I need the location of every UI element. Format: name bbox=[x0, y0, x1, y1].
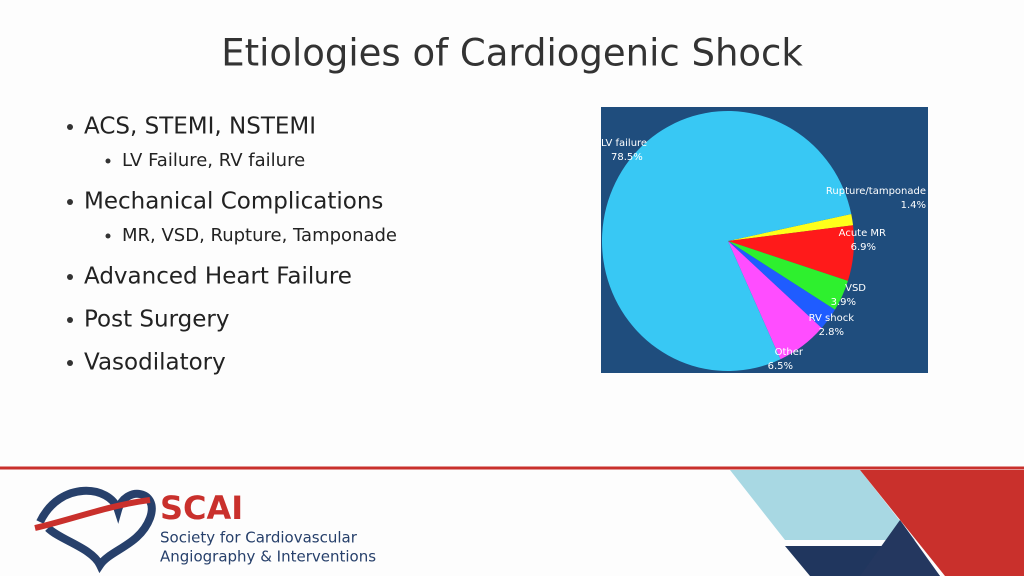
logo-name: SCAI bbox=[160, 489, 243, 527]
sub-bullet-dot bbox=[105, 158, 111, 164]
slice-value-label: 78.5% bbox=[611, 152, 643, 163]
bullet-list: ACS, STEMI, NSTEMI LV Failure, RV failure… bbox=[67, 114, 397, 376]
pie-slice bbox=[602, 110, 852, 371]
bullet-text: Advanced Heart Failure bbox=[84, 264, 352, 290]
bullet-text: ACS, STEMI, NSTEMI bbox=[84, 114, 316, 140]
slice-value-label: 6.5% bbox=[768, 361, 793, 372]
pie-slice bbox=[728, 213, 854, 241]
pie-chart: LV failure 78.5% Rupture/tamponade 1.4% Acut… bbox=[601, 110, 926, 372]
bullet-text: Mechanical Complications bbox=[84, 189, 383, 215]
pie-slice bbox=[728, 225, 855, 281]
bullet-text: Post Surgery bbox=[84, 307, 229, 333]
slice-value-label: 3.9% bbox=[831, 297, 856, 308]
bullet-text: Vasodilatory bbox=[84, 350, 226, 376]
footer-shape bbox=[860, 520, 940, 576]
bullet-dot bbox=[67, 199, 73, 205]
slice-label: VSD bbox=[845, 283, 866, 294]
slice-label: LV failure bbox=[601, 138, 647, 149]
footer-shape bbox=[730, 470, 915, 540]
logo-text: Society for Cardiovascular bbox=[160, 529, 358, 547]
logo-mark bbox=[34, 486, 156, 574]
slice-label: Acute MR bbox=[839, 228, 886, 239]
bullet-dot bbox=[67, 124, 73, 130]
slice-value-label: 6.9% bbox=[851, 242, 876, 253]
sub-bullet-text: MR, VSD, Rupture, Tamponade bbox=[122, 225, 397, 246]
slice-label: RV shock bbox=[809, 313, 855, 324]
pie-slice bbox=[728, 241, 848, 310]
logo-text: Angiography & Interventions bbox=[160, 548, 376, 566]
bullet-dot bbox=[67, 274, 73, 280]
bullet-dot bbox=[67, 317, 73, 323]
slice-label: Other bbox=[775, 347, 804, 358]
pie-slice bbox=[728, 241, 835, 328]
footer-shape bbox=[860, 470, 1024, 576]
sub-bullet-text: LV Failure, RV failure bbox=[122, 150, 305, 171]
bullet-dot bbox=[67, 360, 73, 366]
sub-bullet-dot bbox=[105, 233, 111, 239]
pie-slice bbox=[728, 241, 822, 360]
slice-value-label: 2.8% bbox=[819, 327, 844, 338]
slide-title: Etiologies of Cardiogenic Shock bbox=[221, 32, 803, 75]
slice-label: Rupture/tamponade bbox=[826, 186, 926, 197]
slice-value-label: 1.4% bbox=[901, 200, 926, 211]
